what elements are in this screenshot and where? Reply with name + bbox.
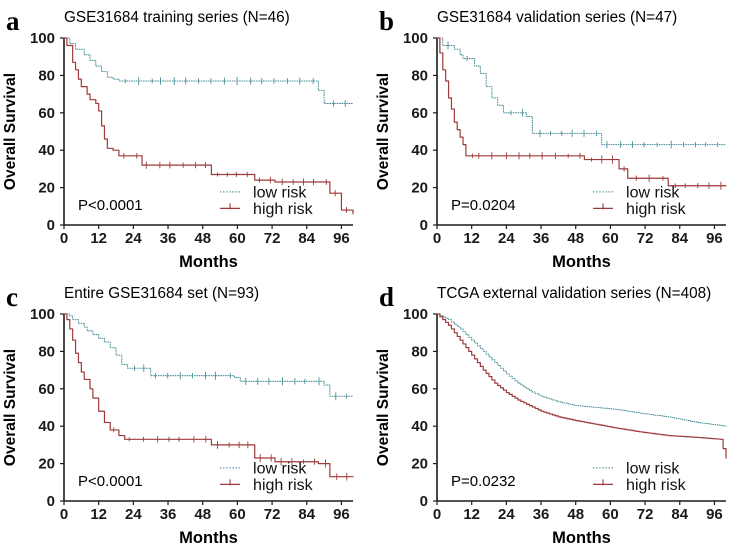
svg-text:high risk: high risk (626, 201, 687, 218)
svg-text:TCGA external validation serie: TCGA external validation series (N=408) (437, 285, 711, 302)
svg-text:48: 48 (567, 230, 584, 247)
svg-text:84: 84 (298, 230, 315, 247)
svg-text:24: 24 (125, 230, 142, 247)
svg-text:Months: Months (179, 529, 238, 547)
svg-text:Entire GSE31684 set (N=93): Entire GSE31684 set (N=93) (64, 285, 259, 302)
svg-text:Months: Months (179, 253, 238, 271)
svg-text:low risk: low risk (253, 460, 307, 477)
svg-text:60: 60 (229, 230, 246, 247)
svg-text:b: b (379, 6, 394, 36)
svg-text:20: 20 (38, 180, 55, 197)
svg-text:60: 60 (411, 105, 428, 122)
svg-text:80: 80 (38, 343, 55, 360)
svg-text:80: 80 (411, 343, 428, 360)
svg-text:72: 72 (264, 506, 281, 523)
svg-text:0: 0 (420, 493, 428, 510)
svg-text:40: 40 (411, 418, 428, 435)
svg-text:12: 12 (90, 230, 107, 247)
svg-text:low risk: low risk (253, 184, 307, 201)
svg-text:12: 12 (90, 506, 107, 523)
svg-text:P=0.0204: P=0.0204 (451, 197, 516, 214)
svg-text:36: 36 (160, 230, 177, 247)
svg-text:96: 96 (706, 230, 723, 247)
svg-text:60: 60 (602, 230, 619, 247)
svg-text:0: 0 (60, 230, 68, 247)
svg-text:0: 0 (433, 506, 441, 523)
svg-text:Overall Survival: Overall Survival (2, 349, 19, 466)
svg-text:24: 24 (125, 506, 142, 523)
svg-text:80: 80 (411, 67, 428, 84)
svg-text:P=0.0232: P=0.0232 (451, 473, 516, 490)
svg-text:24: 24 (498, 230, 515, 247)
svg-text:48: 48 (194, 230, 211, 247)
svg-text:low risk: low risk (626, 184, 680, 201)
svg-text:Months: Months (552, 529, 611, 547)
svg-text:96: 96 (706, 506, 723, 523)
svg-text:Months: Months (552, 253, 611, 271)
svg-text:high risk: high risk (253, 477, 314, 494)
svg-text:36: 36 (160, 506, 177, 523)
svg-text:0: 0 (420, 217, 428, 234)
svg-text:72: 72 (637, 230, 654, 247)
svg-text:P<0.0001: P<0.0001 (78, 197, 143, 214)
svg-text:high risk: high risk (253, 201, 314, 218)
svg-text:0: 0 (47, 493, 55, 510)
svg-text:Overall Survival: Overall Survival (375, 349, 392, 466)
svg-text:84: 84 (298, 506, 315, 523)
svg-text:low risk: low risk (626, 460, 680, 477)
svg-text:GSE31684 validation series (N=: GSE31684 validation series (N=47) (437, 9, 677, 26)
svg-text:60: 60 (38, 381, 55, 398)
svg-text:100: 100 (403, 306, 428, 323)
svg-text:100: 100 (30, 30, 55, 47)
svg-text:40: 40 (411, 142, 428, 159)
svg-text:40: 40 (38, 418, 55, 435)
svg-text:48: 48 (194, 506, 211, 523)
svg-text:84: 84 (671, 506, 688, 523)
svg-text:48: 48 (567, 506, 584, 523)
svg-text:80: 80 (38, 67, 55, 84)
svg-text:96: 96 (333, 230, 350, 247)
svg-text:0: 0 (433, 230, 441, 247)
svg-text:12: 12 (463, 506, 480, 523)
svg-text:Overall Survival: Overall Survival (375, 73, 392, 190)
svg-text:0: 0 (60, 506, 68, 523)
svg-text:96: 96 (333, 506, 350, 523)
svg-text:60: 60 (229, 506, 246, 523)
svg-text:P<0.0001: P<0.0001 (78, 473, 143, 490)
svg-text:d: d (379, 282, 394, 312)
svg-text:high risk: high risk (626, 477, 687, 494)
svg-text:GSE31684 training series (N=46: GSE31684 training series (N=46) (64, 9, 290, 26)
svg-text:a: a (6, 6, 20, 36)
svg-text:12: 12 (463, 230, 480, 247)
svg-text:36: 36 (533, 230, 550, 247)
svg-text:100: 100 (30, 306, 55, 323)
svg-text:20: 20 (411, 456, 428, 473)
svg-text:84: 84 (671, 230, 688, 247)
svg-text:60: 60 (411, 381, 428, 398)
svg-text:0: 0 (47, 217, 55, 234)
svg-text:60: 60 (602, 506, 619, 523)
svg-text:72: 72 (264, 230, 281, 247)
svg-text:72: 72 (637, 506, 654, 523)
svg-text:20: 20 (38, 456, 55, 473)
svg-text:c: c (6, 282, 18, 312)
svg-text:60: 60 (38, 105, 55, 122)
svg-text:100: 100 (403, 30, 428, 47)
svg-text:24: 24 (498, 506, 515, 523)
svg-text:40: 40 (38, 142, 55, 159)
svg-text:36: 36 (533, 506, 550, 523)
svg-text:Overall Survival: Overall Survival (2, 73, 19, 190)
svg-text:20: 20 (411, 180, 428, 197)
